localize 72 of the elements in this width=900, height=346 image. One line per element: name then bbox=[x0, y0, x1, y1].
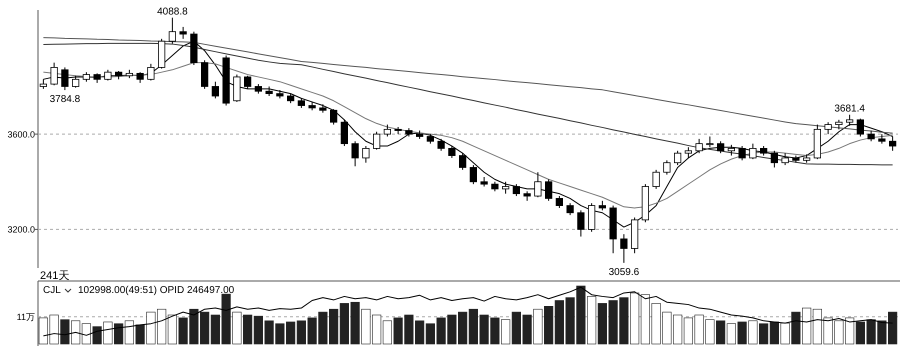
candlestick bbox=[728, 144, 735, 156]
candlestick bbox=[782, 152, 789, 166]
candlestick bbox=[545, 178, 552, 202]
candlestick bbox=[470, 164, 477, 185]
candlestick bbox=[266, 86, 273, 96]
candlestick bbox=[459, 152, 466, 170]
candlestick bbox=[878, 134, 886, 144]
candlestick bbox=[362, 146, 370, 164]
candlestick bbox=[534, 172, 542, 198]
candlestick bbox=[663, 160, 670, 176]
y-tick-label: 3600.0 bbox=[7, 129, 35, 140]
chart-title: CJL bbox=[43, 285, 62, 296]
line-series bbox=[42, 42, 894, 166]
text: 241天 bbox=[40, 270, 70, 282]
candlestick bbox=[566, 202, 574, 216]
annotation: 3681.4 bbox=[834, 104, 866, 115]
candlestick bbox=[502, 181, 510, 194]
candlestick bbox=[438, 138, 445, 152]
candlestick bbox=[426, 134, 434, 144]
candlestick bbox=[254, 84, 262, 94]
candlestick bbox=[50, 62, 58, 86]
candlestick bbox=[868, 130, 875, 142]
candlestick bbox=[835, 119, 842, 130]
candlestick bbox=[856, 118, 864, 137]
candlestick bbox=[556, 196, 563, 208]
candlestick bbox=[480, 176, 488, 188]
candlestick bbox=[717, 140, 724, 154]
annotation: 3784.8 bbox=[50, 94, 81, 106]
candlestick bbox=[168, 17, 176, 44]
candlestick bbox=[652, 169, 660, 190]
candlestick bbox=[760, 146, 768, 156]
candlestick bbox=[674, 150, 682, 166]
annotation: 4088.8 bbox=[157, 6, 188, 18]
candlestick bbox=[212, 81, 219, 99]
candlestick bbox=[340, 119, 348, 147]
candlestick bbox=[824, 122, 832, 135]
candlestick bbox=[330, 108, 338, 126]
candlestick bbox=[201, 60, 208, 90]
candlestick bbox=[373, 131, 380, 150]
candlestick bbox=[524, 190, 531, 202]
candlestick bbox=[846, 114, 854, 126]
candlestick bbox=[770, 150, 778, 168]
candlestick bbox=[684, 146, 692, 158]
candlestick bbox=[706, 136, 714, 148]
chart-subtitle: 102998.00(49:51) OPID 246497.00 bbox=[78, 285, 235, 296]
candlestick bbox=[136, 72, 144, 84]
candlestick bbox=[512, 184, 520, 197]
candlestick bbox=[577, 210, 584, 238]
candlestick bbox=[298, 98, 305, 108]
annotation: 3059.6 bbox=[608, 266, 640, 278]
candlestick bbox=[696, 138, 703, 154]
candlestick bbox=[147, 63, 154, 82]
candlestick bbox=[104, 69, 112, 82]
candlestick bbox=[384, 124, 391, 137]
y-tick-label: 3200.0 bbox=[7, 224, 35, 235]
ref-line-label: 11万 bbox=[16, 312, 35, 322]
candlestick bbox=[287, 93, 294, 104]
candlestick bbox=[233, 74, 240, 102]
candlestick bbox=[749, 143, 756, 160]
candlestick bbox=[94, 72, 101, 84]
candlestick bbox=[352, 140, 359, 167]
candlestick bbox=[491, 181, 498, 192]
candlestick bbox=[180, 26, 187, 40]
candlestick bbox=[244, 75, 252, 90]
candlestick bbox=[448, 146, 456, 158]
candlestick bbox=[598, 200, 606, 211]
candlestick bbox=[620, 234, 628, 264]
candlestick bbox=[72, 75, 80, 88]
candlestick bbox=[61, 66, 68, 91]
candlestick bbox=[82, 72, 90, 82]
candlestick bbox=[738, 146, 746, 161]
line-series bbox=[42, 62, 894, 208]
